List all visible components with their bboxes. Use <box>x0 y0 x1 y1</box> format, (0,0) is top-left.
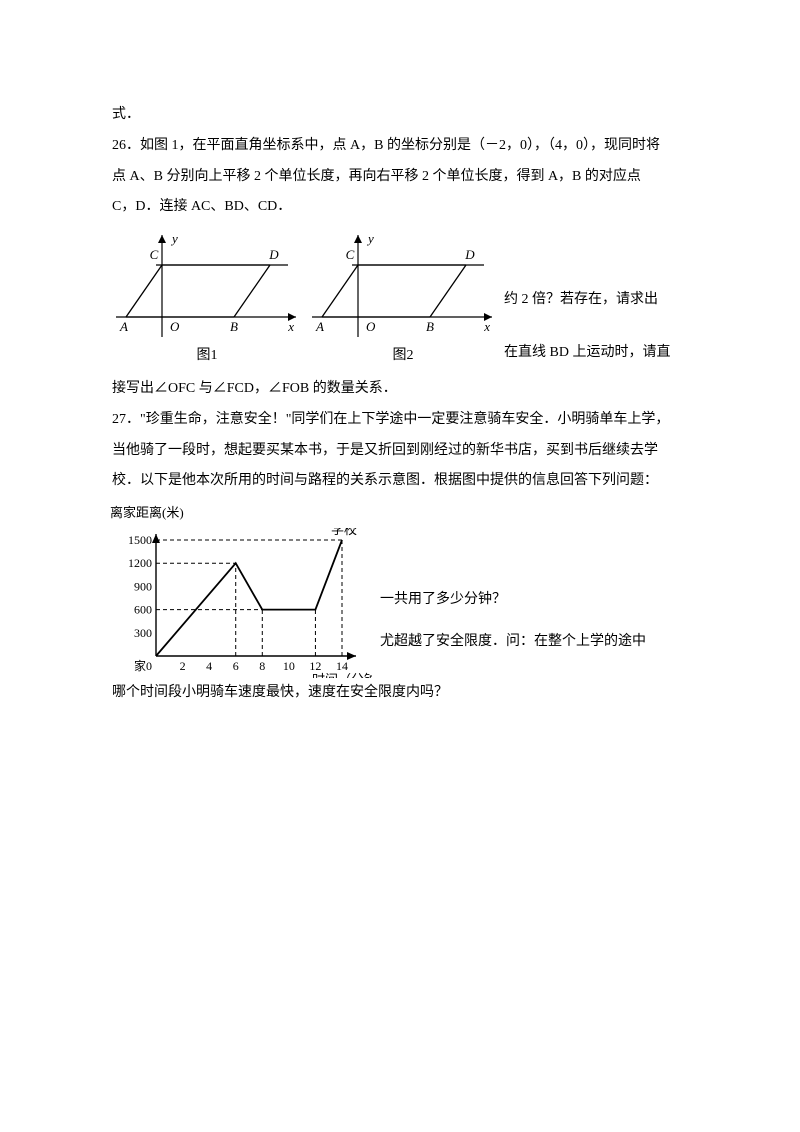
figure-2: y x O A B C D 图2 <box>308 229 498 372</box>
page: 式． 26．如图 1，在平面直角坐标系中，点 A，B 的坐标分别是（－2，0），… <box>0 0 800 749</box>
svg-text:学校: 学校 <box>331 528 357 537</box>
svg-text:x: x <box>483 319 490 334</box>
figure-aside-line1: 约 2 倍？若存在，请求出 <box>504 283 670 317</box>
figure-2-svg: y x O A B C D <box>308 229 498 339</box>
svg-text:4: 4 <box>206 659 212 673</box>
figure-1-caption: 图1 <box>197 339 218 372</box>
svg-text:时间（分钟）: 时间（分钟） <box>312 672 372 678</box>
figure-aside-line2: 在直线 BD 上运动时，请直 <box>504 336 670 370</box>
svg-text:12: 12 <box>309 659 321 673</box>
svg-text:D: D <box>464 247 475 262</box>
svg-text:家0: 家0 <box>134 658 152 673</box>
svg-text:O: O <box>366 319 376 334</box>
svg-text:C: C <box>346 247 355 262</box>
chart-aside: 一共用了多少分钟？ 尤超越了安全限度．问：在整个上学的途中 <box>380 587 646 678</box>
chart-svg: 300 600 900 1200 1500 2 4 6 8 10 12 14 家0 学校时间（分钟） <box>112 528 372 678</box>
chart-wrap: 离家距离(米) 300 600 900 1200 1500 2 4 6 8 10 12 14 家0 学校时… <box>112 499 688 678</box>
svg-text:600: 600 <box>134 602 152 616</box>
svg-text:y: y <box>170 231 178 246</box>
svg-text:14: 14 <box>336 659 348 673</box>
svg-text:O: O <box>170 319 180 334</box>
figure-2-caption: 图2 <box>393 339 414 372</box>
figure-1-svg: y x O A B C D <box>112 229 302 339</box>
problem-27-line2: 当他骑了一段时，想起要买某本书，于是又折回到刚经过的新华书店，买到书后继续去学 <box>112 436 688 467</box>
problem-26-line2: 点 A、B 分别向上平移 2 个单位长度，再向右平移 2 个单位长度，得到 A，… <box>112 162 688 193</box>
chart-aside-line2: 尤超越了安全限度．问：在整个上学的途中 <box>380 629 646 656</box>
svg-text:D: D <box>268 247 279 262</box>
svg-text:900: 900 <box>134 579 152 593</box>
problem-27-line4: 哪个时间段小明骑车速度最快，速度在安全限度内吗？ <box>112 678 688 709</box>
svg-text:B: B <box>426 319 434 334</box>
svg-text:x: x <box>287 319 294 334</box>
svg-text:1500: 1500 <box>128 533 152 547</box>
svg-text:y: y <box>366 231 374 246</box>
problem-26-line3: C，D．连接 AC、BD、CD． <box>112 192 688 223</box>
svg-text:8: 8 <box>259 659 265 673</box>
problem-27-line3: 校．以下是他本次所用的时间与路程的关系示意图．根据图中提供的信息回答下列问题： <box>112 466 688 497</box>
svg-text:2: 2 <box>180 659 186 673</box>
svg-text:A: A <box>119 319 128 334</box>
svg-text:A: A <box>315 319 324 334</box>
chart-ylabel: 离家距离(米) <box>110 499 686 528</box>
problem-27-line1: 27．"珍重生命，注意安全！"同学们在上下学途中一定要注意骑车安全．小明骑单车上… <box>112 405 688 436</box>
svg-text:C: C <box>150 247 159 262</box>
svg-text:300: 300 <box>134 626 152 640</box>
svg-text:B: B <box>230 319 238 334</box>
problem-26-line4: 接写出∠OFC 与∠FCD，∠FOB 的数量关系． <box>112 374 688 405</box>
svg-text:6: 6 <box>233 659 239 673</box>
text-line: 式． <box>112 100 688 131</box>
figure-aside: 约 2 倍？若存在，请求出 在直线 BD 上运动时，请直 <box>504 283 670 372</box>
svg-text:1200: 1200 <box>128 556 152 570</box>
figure-row: y x O A B C D 图1 y x O A B C D 图2 约 2 倍？若存在，请求出 在直线 … <box>112 229 688 372</box>
figure-1: y x O A B C D 图1 <box>112 229 302 372</box>
problem-26-line1: 26．如图 1，在平面直角坐标系中，点 A，B 的坐标分别是（－2，0），（4，… <box>112 131 688 162</box>
svg-text:10: 10 <box>283 659 295 673</box>
chart-aside-line1: 一共用了多少分钟？ <box>380 587 646 614</box>
